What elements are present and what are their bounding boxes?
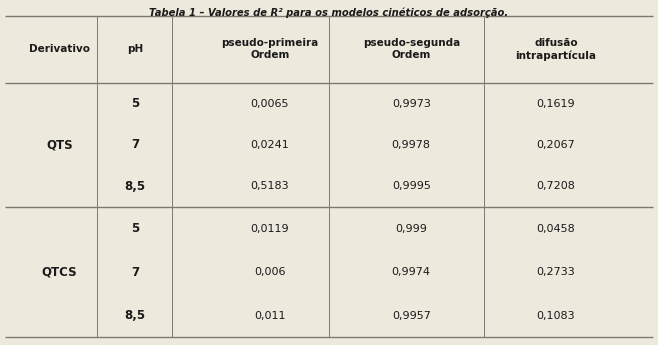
Text: QTS: QTS bbox=[46, 138, 72, 151]
Text: 0,006: 0,006 bbox=[254, 267, 286, 277]
Text: 0,9995: 0,9995 bbox=[392, 181, 431, 191]
Text: 0,1619: 0,1619 bbox=[537, 99, 575, 108]
Text: Derivativo: Derivativo bbox=[29, 44, 89, 54]
Text: 0,1083: 0,1083 bbox=[537, 311, 575, 321]
Text: 5: 5 bbox=[131, 97, 139, 110]
Text: pseudo-primeira
Ordem: pseudo-primeira Ordem bbox=[221, 38, 318, 60]
Text: pH: pH bbox=[127, 44, 143, 54]
Text: pseudo-segunda
Ordem: pseudo-segunda Ordem bbox=[363, 38, 460, 60]
Text: 0,999: 0,999 bbox=[395, 224, 427, 234]
Text: 0,7208: 0,7208 bbox=[536, 181, 576, 191]
Text: 0,2067: 0,2067 bbox=[537, 140, 575, 150]
Text: 0,9957: 0,9957 bbox=[392, 311, 431, 321]
Text: 0,0241: 0,0241 bbox=[251, 140, 289, 150]
Text: 0,9974: 0,9974 bbox=[392, 267, 431, 277]
Text: 0,9978: 0,9978 bbox=[392, 140, 431, 150]
Text: 0,0065: 0,0065 bbox=[251, 99, 289, 108]
Text: 8,5: 8,5 bbox=[124, 180, 145, 193]
Text: 0,011: 0,011 bbox=[254, 311, 286, 321]
Text: QTCS: QTCS bbox=[41, 266, 77, 279]
Text: 5: 5 bbox=[131, 222, 139, 235]
Text: difusão
intrapartícula: difusão intrapartícula bbox=[515, 38, 597, 61]
Text: 0,9973: 0,9973 bbox=[392, 99, 431, 108]
Text: 8,5: 8,5 bbox=[124, 309, 145, 322]
Text: 0,5183: 0,5183 bbox=[251, 181, 289, 191]
Text: Tabela 1 – Valores de R² para os modelos cinéticos de adsorção.: Tabela 1 – Valores de R² para os modelos… bbox=[149, 8, 509, 18]
Text: 7: 7 bbox=[131, 138, 139, 151]
Text: 7: 7 bbox=[131, 266, 139, 279]
Text: 0,2733: 0,2733 bbox=[537, 267, 575, 277]
Text: 0,0458: 0,0458 bbox=[537, 224, 575, 234]
Text: 0,0119: 0,0119 bbox=[251, 224, 289, 234]
